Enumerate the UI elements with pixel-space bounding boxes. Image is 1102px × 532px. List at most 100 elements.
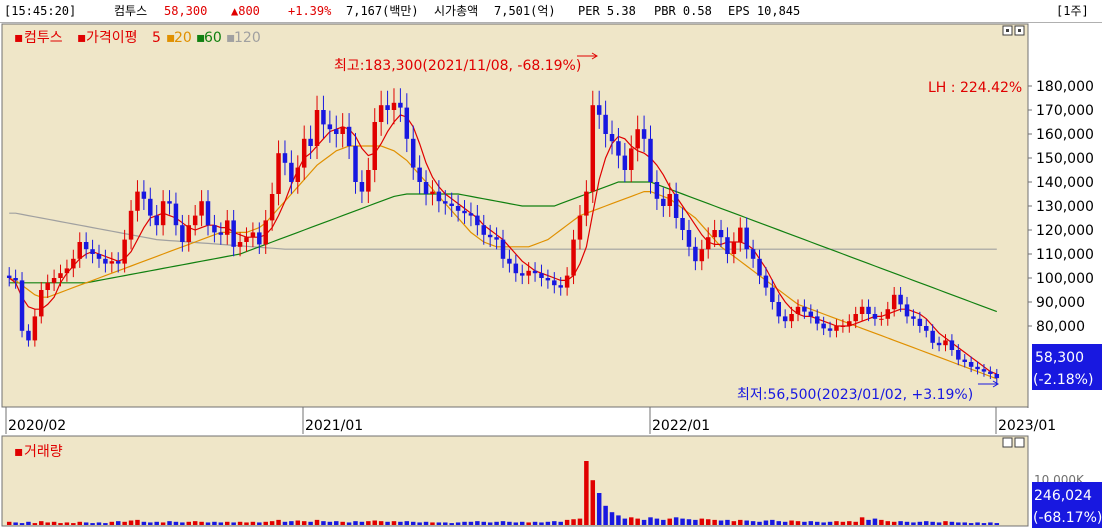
volume-bar — [289, 521, 294, 525]
volume-bar — [218, 522, 224, 525]
candle-body — [372, 122, 377, 170]
high-annotation: 최고:183,300(2021/11/08, -68.19%) — [334, 58, 581, 74]
legend-ma60: 60 — [204, 30, 222, 46]
header-eps: EPS 10,845 — [728, 4, 801, 18]
candle-body — [500, 239, 506, 259]
volume-bar — [462, 521, 467, 525]
volume-bar — [327, 521, 333, 525]
volume-bar — [257, 522, 262, 525]
volume-bar — [186, 521, 192, 525]
volume-bar — [770, 519, 775, 525]
volume-bar — [686, 519, 692, 525]
legend-marker-name: ▪ — [14, 30, 24, 46]
volume-bar — [930, 521, 935, 525]
candle-body — [417, 167, 422, 182]
volume-bar — [936, 522, 942, 525]
candle-body — [122, 239, 127, 264]
x-tick-label: 2020/02 — [8, 418, 66, 434]
volume-bar — [891, 521, 897, 525]
volume-bar — [180, 522, 185, 525]
candle-body — [603, 114, 608, 134]
candle-body — [596, 105, 602, 115]
volume-close-icon[interactable] — [1014, 437, 1025, 448]
candle-body — [205, 201, 211, 226]
volume-bar — [949, 521, 955, 525]
legend-ma5: 5 — [152, 30, 161, 46]
volume-bar — [71, 523, 76, 525]
candle-body — [782, 316, 788, 322]
high-arrow-icon — [577, 52, 598, 60]
candle-body — [321, 110, 326, 125]
volume-bar — [917, 521, 923, 525]
candle-body — [680, 218, 685, 230]
volume-bar — [359, 521, 365, 525]
volume-bar — [750, 521, 756, 525]
volume-bar — [64, 522, 70, 525]
volume-bar — [173, 521, 179, 525]
candle-body — [519, 273, 525, 276]
volume-bar — [378, 521, 384, 525]
panel-controls[interactable] — [1002, 25, 1025, 36]
volume-bar — [301, 521, 307, 525]
volume-bar — [975, 522, 980, 525]
legend-ma120: 120 — [234, 30, 261, 46]
volume-bar — [776, 521, 781, 525]
candle-body — [866, 306, 871, 314]
volume-pct-label: (-68.17%) — [1033, 510, 1102, 526]
candle-body — [558, 285, 563, 288]
legend-marker-ma: ▪ — [77, 30, 87, 46]
candle-body — [225, 220, 230, 235]
legend: ▪ 컴투스 ▪ 가격이평 5 ▪ 20 ▪ 60 ▪ 120 — [14, 30, 261, 46]
candle-body — [513, 263, 519, 274]
price-axis: 58,300 (-2.18%) — [1027, 24, 1102, 408]
candle-body — [263, 220, 268, 245]
volume-bar — [988, 522, 993, 525]
volume-bar — [757, 521, 762, 525]
volume-maximize-icon[interactable] — [1002, 437, 1013, 448]
volume-bar — [192, 521, 198, 525]
volume-bar — [539, 522, 544, 525]
volume-bar — [590, 480, 596, 525]
legend-ma20: 20 — [174, 30, 192, 46]
candle-body — [635, 129, 640, 149]
lh-annotation: LH : 224.42% — [928, 80, 1022, 96]
candle-body — [821, 323, 826, 329]
candle-body — [410, 138, 416, 168]
low-annotation: 최저:56,500(2023/01/02, +3.19%) — [737, 387, 973, 403]
candle-body — [359, 182, 365, 192]
candle-body — [763, 275, 769, 288]
candle-body — [282, 153, 288, 163]
candle-body — [577, 215, 583, 240]
candle-body — [295, 167, 301, 182]
volume-bar — [712, 519, 717, 525]
close-icon-glyph — [1018, 29, 1021, 32]
candle-body — [58, 273, 63, 278]
current-volume-box — [1032, 482, 1102, 528]
candle-body — [545, 278, 551, 281]
volume-bar — [346, 522, 352, 525]
quote-header: [15:45:20] 컴투스 58,300 ▲800 +1.39% 7,167(… — [0, 0, 1102, 23]
candle-body — [757, 258, 762, 276]
x-tick-label: 2023/01 — [998, 418, 1056, 434]
volume-bar — [443, 522, 448, 525]
volume-bar — [385, 521, 390, 525]
volume-bar — [725, 519, 730, 525]
candle-body — [346, 126, 352, 146]
volume-bar — [148, 522, 153, 525]
period-selector[interactable]: [1주] — [1056, 4, 1089, 18]
candle-body — [584, 191, 589, 216]
candle-body — [853, 314, 858, 322]
y-tick-label: 140,000 — [1036, 175, 1094, 191]
candle-body — [39, 290, 44, 317]
volume-bar — [693, 519, 698, 525]
candle-body — [879, 318, 884, 320]
candle-body — [212, 225, 217, 233]
candle-body — [988, 371, 993, 374]
price-chart: 58,300 (-2.18%) 180,000 170,000 160,000 150… — [1, 23, 1102, 434]
volume-bar — [705, 519, 711, 525]
current-price-box — [1032, 344, 1102, 390]
volume-bar — [885, 521, 891, 525]
volume-bar — [834, 521, 839, 525]
volume-bar — [154, 521, 159, 525]
volume-bar — [744, 520, 749, 525]
